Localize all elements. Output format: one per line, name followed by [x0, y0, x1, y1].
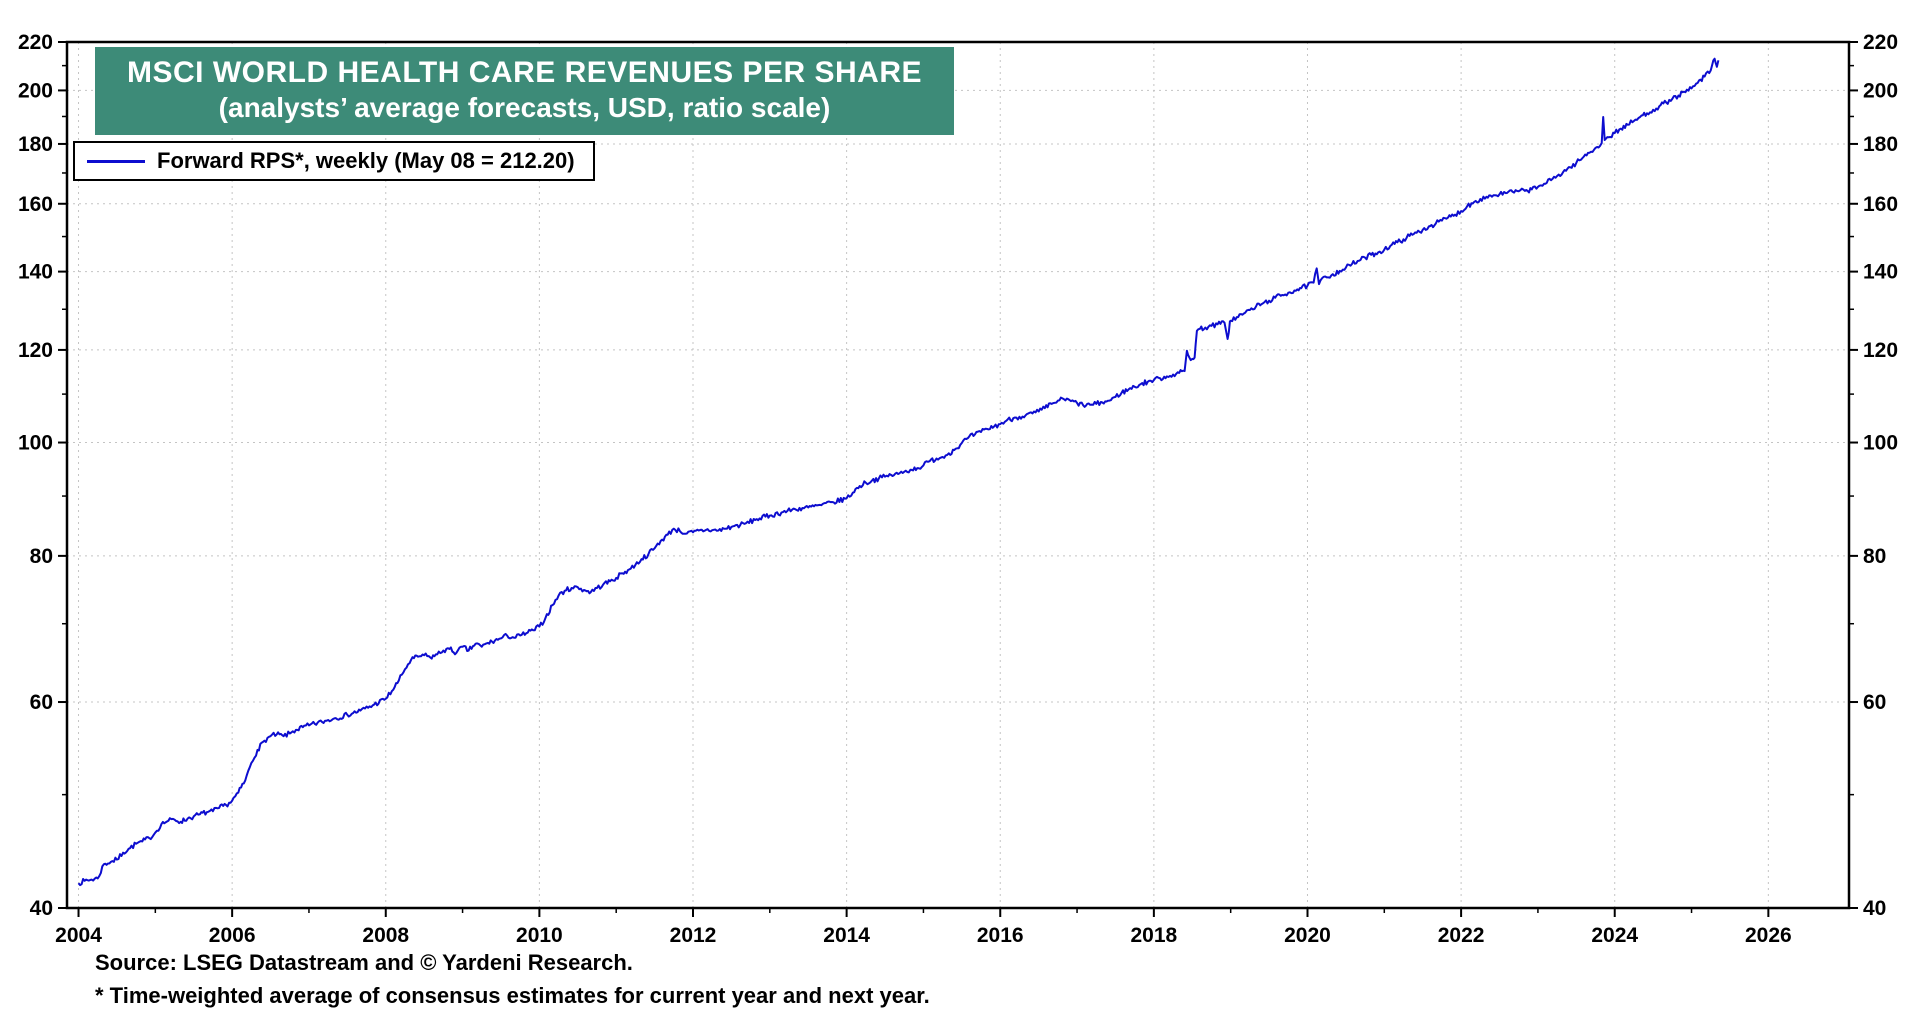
legend: Forward RPS*, weekly (May 08 = 212.20): [73, 141, 595, 181]
svg-text:2016: 2016: [977, 924, 1024, 947]
svg-text:200: 200: [18, 79, 53, 102]
svg-text:60: 60: [30, 691, 53, 714]
footnote: * Time-weighted average of consensus est…: [95, 983, 930, 1008]
svg-text:2012: 2012: [670, 924, 717, 947]
chart-title-line2: (analysts’ average forecasts, USD, ratio…: [218, 91, 831, 123]
chart-title-line1: MSCI WORLD HEALTH CARE REVENUES PER SHAR…: [127, 56, 922, 89]
x-tick-labels: 2004 2006 2008 2010 2012 2014 2016 2018 2020 2022…: [55, 924, 1792, 947]
svg-text:2022: 2022: [1438, 924, 1485, 947]
source-note: Source: LSEG Datastream and © Yardeni Re…: [95, 950, 633, 975]
y-tick-labels-right: 40 60 80 100 120 140 160 180 200 220: [1863, 31, 1898, 920]
svg-text:60: 60: [1863, 691, 1886, 714]
svg-text:2010: 2010: [516, 924, 563, 947]
svg-text:2008: 2008: [362, 924, 409, 947]
y-tick-labels-left: 40 60 80 100 120 140 160 180 200 220: [18, 31, 53, 920]
y-gridlines: [67, 89, 1849, 703]
svg-text:200: 200: [1863, 79, 1898, 102]
svg-text:2024: 2024: [1591, 924, 1638, 947]
svg-text:140: 140: [18, 261, 53, 284]
svg-text:2018: 2018: [1131, 924, 1178, 947]
svg-text:100: 100: [18, 432, 53, 455]
svg-text:180: 180: [1863, 133, 1898, 156]
legend-line-swatch: [87, 159, 145, 163]
svg-text:2004: 2004: [55, 924, 102, 947]
legend-label: Forward RPS*, weekly (May 08 = 212.20): [157, 148, 575, 173]
svg-text:140: 140: [1863, 261, 1898, 284]
svg-text:180: 180: [18, 133, 53, 156]
svg-text:160: 160: [1863, 193, 1898, 216]
svg-text:80: 80: [30, 545, 53, 568]
svg-text:100: 100: [1863, 432, 1898, 455]
svg-text:120: 120: [1863, 339, 1898, 362]
svg-text:160: 160: [18, 193, 53, 216]
svg-text:220: 220: [1863, 31, 1898, 54]
svg-text:2026: 2026: [1745, 924, 1792, 947]
svg-text:2006: 2006: [209, 924, 256, 947]
svg-text:40: 40: [1863, 897, 1886, 920]
plot-frame: [65, 40, 1851, 910]
svg-text:40: 40: [30, 897, 53, 920]
chart-title-box: MSCI WORLD HEALTH CARE REVENUES PER SHAR…: [95, 47, 954, 136]
svg-text:2020: 2020: [1284, 924, 1331, 947]
svg-text:220: 220: [18, 31, 53, 54]
series-forward-rps-line: [77, 57, 1720, 887]
svg-text:120: 120: [18, 339, 53, 362]
svg-text:2014: 2014: [823, 924, 870, 947]
x-gridlines: [78, 42, 1769, 908]
svg-text:80: 80: [1863, 545, 1886, 568]
